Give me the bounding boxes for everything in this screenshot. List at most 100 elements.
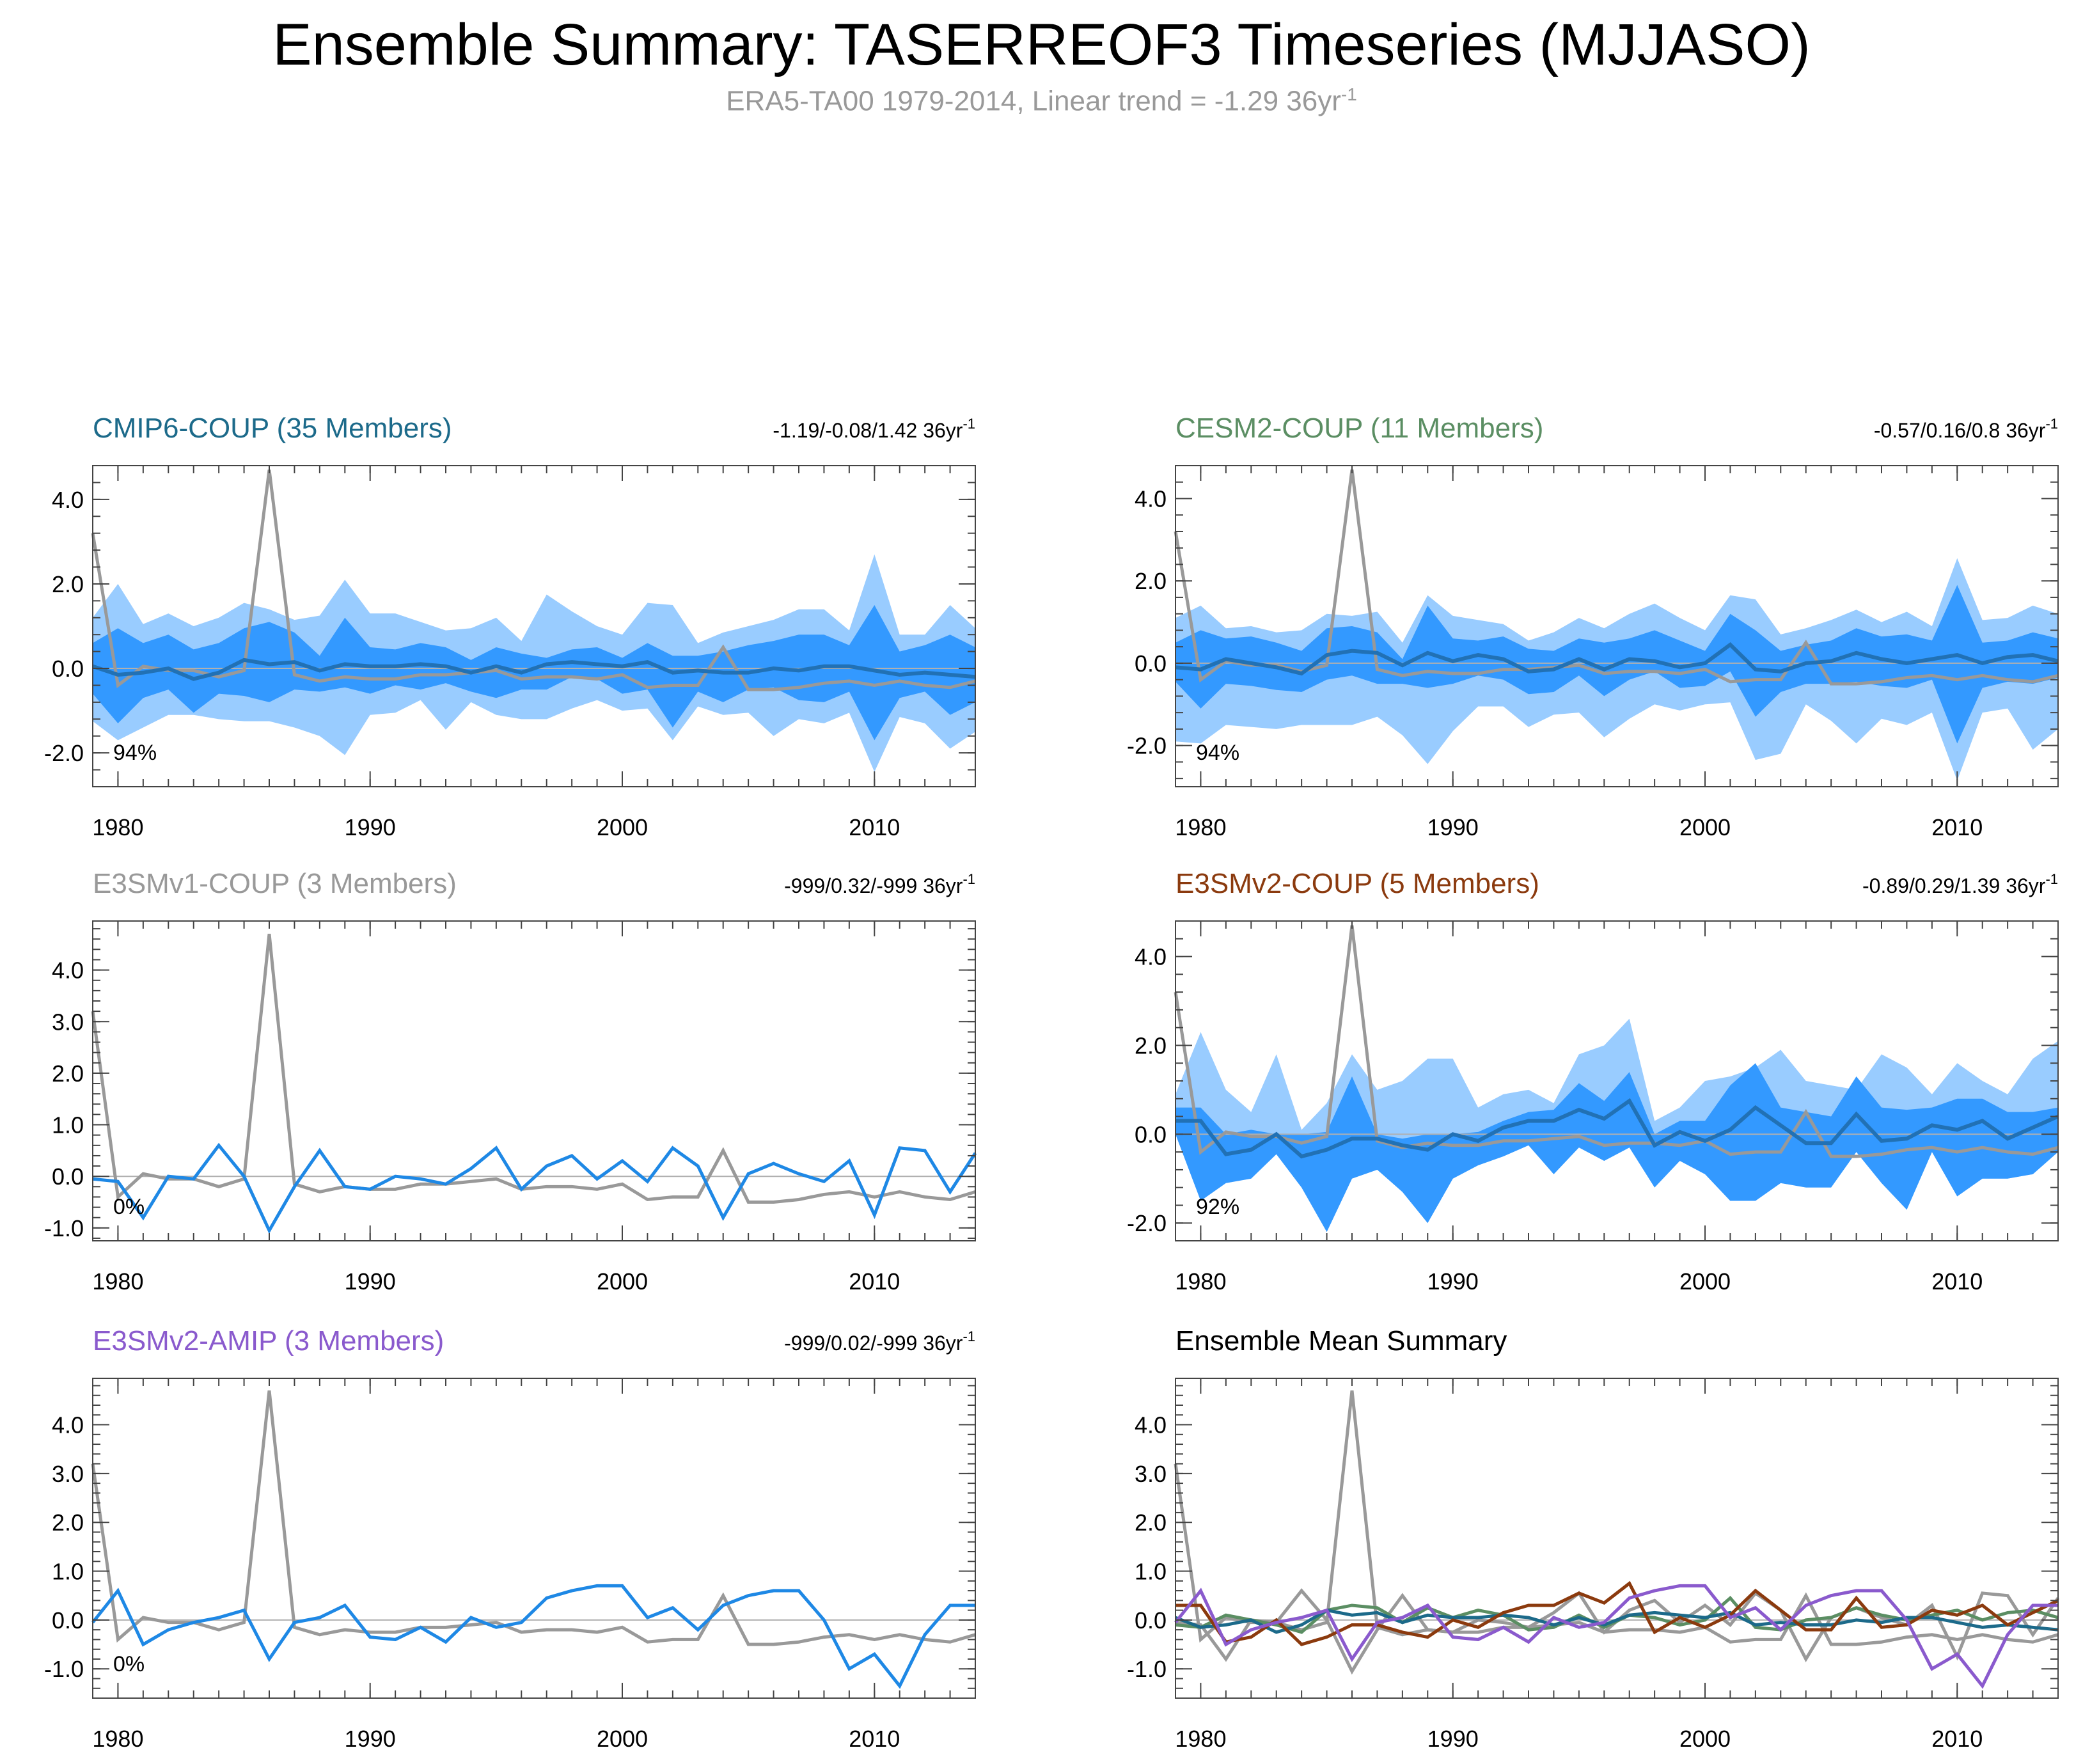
subtitle-text: ERA5-TA00 1979-2014, Linear trend = -1.2… bbox=[726, 85, 1341, 117]
plot-frame bbox=[92, 920, 976, 1241]
x-tick-label: 2010 bbox=[1931, 814, 1983, 840]
trend-label: -999/0.02/-999 36yr-1 bbox=[784, 1328, 975, 1355]
y-tick-label: 0.0 bbox=[1135, 1607, 1167, 1634]
x-tick-label: 2010 bbox=[849, 814, 900, 840]
series-line-era5-ta00 bbox=[91, 469, 976, 691]
y-tick-label: 0.0 bbox=[52, 1607, 84, 1634]
x-tick-label: 1990 bbox=[345, 814, 396, 840]
x-tick-label: 2010 bbox=[849, 1268, 900, 1295]
x-tick-label: 2000 bbox=[1679, 1726, 1731, 1752]
y-tick-label: 0.0 bbox=[52, 1163, 84, 1190]
plot-frame bbox=[92, 465, 976, 787]
plot-frame bbox=[1175, 1378, 2059, 1699]
y-tick-label: -1.0 bbox=[44, 1656, 84, 1682]
trend-superscript: -1 bbox=[2045, 871, 2058, 887]
y-tick-label: -2.0 bbox=[1127, 733, 1167, 759]
y-tick-label: 4.0 bbox=[1135, 485, 1167, 512]
percent-label: 92% bbox=[1196, 1195, 1239, 1219]
main-title: Ensemble Summary: TASERREOF3 Timeseries … bbox=[272, 12, 1811, 77]
x-tick-label: 1980 bbox=[1175, 814, 1226, 840]
y-tick-label: 4.0 bbox=[52, 487, 84, 513]
x-tick-label: 2010 bbox=[849, 1726, 900, 1752]
percent-label: 94% bbox=[1196, 741, 1239, 765]
x-tick-label: 1990 bbox=[345, 1726, 396, 1752]
panel-title: CESM2-COUP (11 Members) bbox=[1175, 413, 1543, 444]
trend-label: -999/0.32/-999 36yr-1 bbox=[784, 871, 975, 897]
trend-superscript: -1 bbox=[963, 1328, 975, 1344]
y-tick-label: 0.0 bbox=[52, 656, 84, 682]
trend-label: -1.19/-0.08/1.42 36yr-1 bbox=[773, 416, 975, 442]
y-tick-label: -2.0 bbox=[44, 740, 84, 766]
percent-label: 0% bbox=[113, 1652, 145, 1676]
trend-value: -999/0.32/-999 36yr bbox=[784, 874, 963, 897]
x-tick-label: 2000 bbox=[597, 814, 648, 840]
y-tick-label: 2.0 bbox=[1135, 1509, 1167, 1536]
plot-frame bbox=[1175, 465, 2059, 787]
panel-title: Ensemble Mean Summary bbox=[1175, 1325, 1507, 1357]
y-tick-label: 0.0 bbox=[1135, 650, 1167, 677]
trend-value: -0.89/0.29/1.39 36yr bbox=[1862, 874, 2046, 897]
trend-superscript: -1 bbox=[963, 871, 975, 887]
percent-label: 0% bbox=[113, 1195, 145, 1219]
trend-value: -1.19/-0.08/1.42 36yr bbox=[773, 419, 963, 442]
panel-e3smv2amip: 4.0 3.0 2.0 1.0 0.0 -1.0 1980 1990 2000 2010 E3SMv… bbox=[44, 1325, 976, 1752]
y-tick-label: 2.0 bbox=[52, 1509, 84, 1536]
y-tick-label: 4.0 bbox=[52, 957, 84, 984]
x-tick-label: 2010 bbox=[1931, 1726, 1983, 1752]
y-tick-label: -1.0 bbox=[1127, 1656, 1167, 1682]
y-tick-label: 4.0 bbox=[1135, 944, 1167, 970]
series-line-ensemble-mean bbox=[92, 658, 976, 681]
y-tick-label: 1.0 bbox=[52, 1559, 84, 1585]
panel-title: E3SMv2-COUP (5 Members) bbox=[1175, 868, 1539, 899]
percent-label: 94% bbox=[113, 741, 157, 765]
panel-title: CMIP6-COUP (35 Members) bbox=[93, 413, 452, 444]
trend-value: -0.57/0.16/0.8 36yr bbox=[1874, 419, 2046, 442]
x-tick-label: 1990 bbox=[1427, 1726, 1479, 1752]
y-tick-label: 3.0 bbox=[52, 1009, 84, 1035]
series-line-era5-ta00 bbox=[91, 1390, 976, 1646]
panel-summary: 4.0 3.0 2.0 1.0 0.0 -1.0 1980 1990 2000 2010 Ensem… bbox=[1127, 1325, 2060, 1752]
x-tick-label: 1980 bbox=[92, 1726, 143, 1752]
x-tick-label: 2010 bbox=[1931, 1268, 1983, 1295]
x-tick-label: 1990 bbox=[1427, 814, 1479, 840]
x-tick-label: 1980 bbox=[92, 1268, 143, 1295]
trend-superscript: -1 bbox=[2045, 416, 2058, 432]
x-tick-label: 1980 bbox=[1175, 1268, 1226, 1295]
inner-spread-band bbox=[1175, 1063, 2058, 1232]
x-tick-label: 2000 bbox=[597, 1726, 648, 1752]
series-line-era5-ta00 bbox=[1174, 925, 2059, 1158]
x-tick-label: 2000 bbox=[597, 1268, 648, 1295]
panel-cmip6: 4.0 2.0 0.0 -2.0 1980 1990 2000 2010 CMIP6-COUP … bbox=[44, 413, 976, 840]
plot-frame bbox=[92, 1378, 976, 1699]
y-tick-label: 3.0 bbox=[52, 1461, 84, 1487]
y-tick-label: -2.0 bbox=[1127, 1210, 1167, 1236]
y-tick-label: 2.0 bbox=[52, 571, 84, 597]
series-line-ensemble-mean bbox=[1175, 1098, 2059, 1159]
y-tick-label: 2.0 bbox=[1135, 568, 1167, 594]
trend-label: -0.57/0.16/0.8 36yr-1 bbox=[1874, 416, 2058, 442]
x-tick-label: 1980 bbox=[1175, 1726, 1226, 1752]
y-tick-label: 3.0 bbox=[1135, 1461, 1167, 1487]
y-tick-label: 4.0 bbox=[52, 1412, 84, 1438]
x-tick-label: 1990 bbox=[1427, 1268, 1479, 1295]
y-tick-label: 2.0 bbox=[1135, 1032, 1167, 1059]
y-tick-label: 4.0 bbox=[1135, 1412, 1167, 1438]
panel-cesm2: 4.0 2.0 0.0 -2.0 1980 1990 2000 2010 CESM2-COUP … bbox=[1127, 413, 2059, 840]
x-tick-label: 2000 bbox=[1679, 814, 1731, 840]
series-line-ensemble-mean bbox=[1175, 642, 2059, 676]
inner-spread-band bbox=[93, 604, 975, 741]
y-tick-label: 1.0 bbox=[52, 1112, 84, 1138]
panel-title: E3SMv2-AMIP (3 Members) bbox=[93, 1325, 444, 1357]
trend-label: -0.89/0.29/1.39 36yr-1 bbox=[1862, 871, 2058, 897]
trend-superscript: -1 bbox=[963, 416, 975, 432]
subtitle-superscript: -1 bbox=[1340, 84, 1357, 104]
y-tick-label: 2.0 bbox=[52, 1060, 84, 1087]
panel-e3smv1: 4.0 3.0 2.0 1.0 0.0 -1.0 1980 1990 2000 2010 E3SMv… bbox=[44, 868, 977, 1295]
y-tick-label: 1.0 bbox=[1135, 1559, 1167, 1585]
series-line-era5-ta00 bbox=[1174, 469, 2059, 686]
series-line-era5-ta00 bbox=[1174, 1390, 2059, 1646]
series-line-ensemble-mean bbox=[92, 1142, 977, 1234]
subtitle: ERA5-TA00 1979-2014, Linear trend = -1.2… bbox=[0, 84, 2083, 118]
series-line-e3smv2-amip bbox=[1174, 1584, 2058, 1689]
